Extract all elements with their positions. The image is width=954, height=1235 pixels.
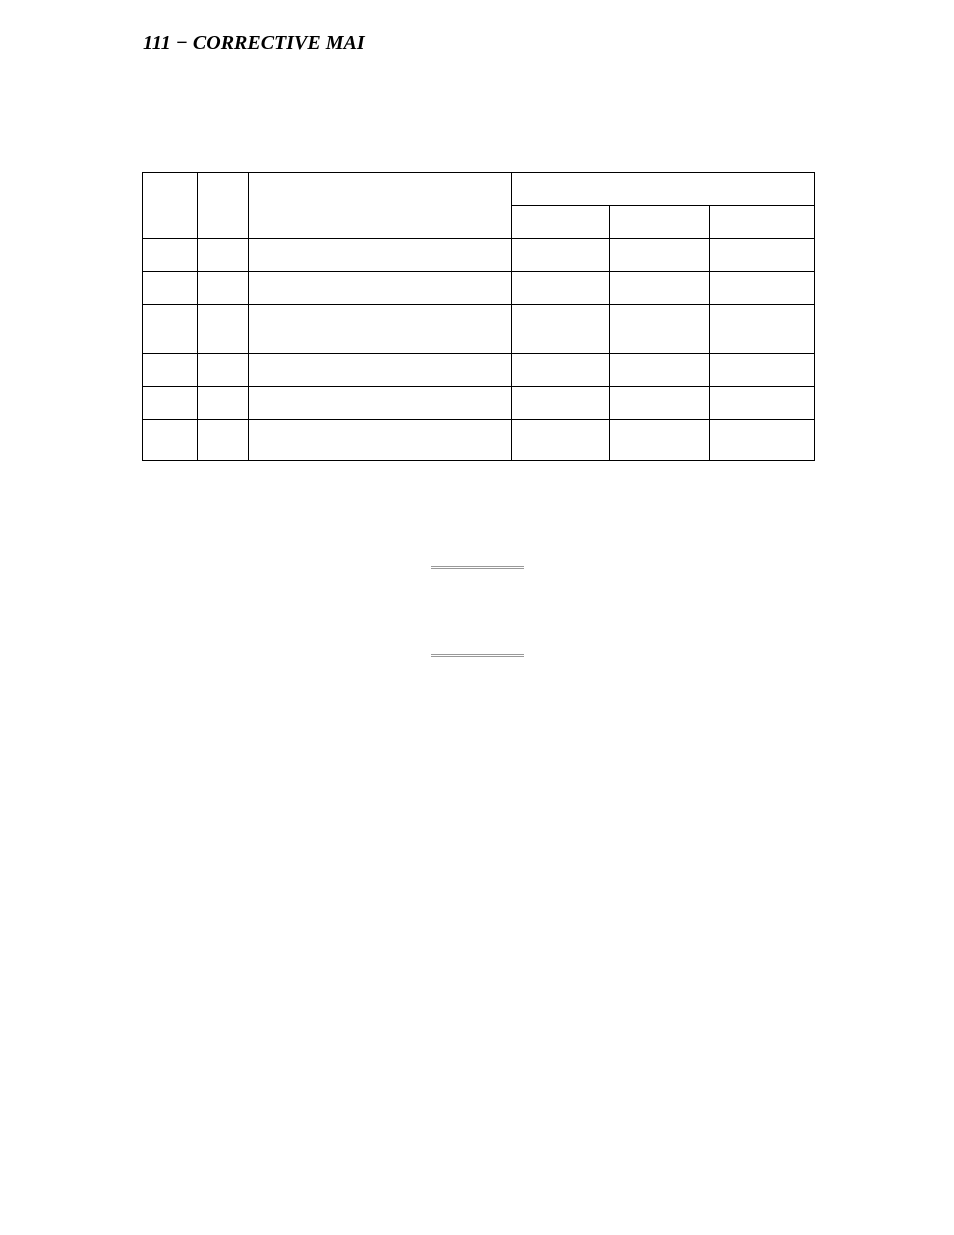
table-row — [143, 239, 815, 272]
cell — [197, 420, 248, 461]
cell — [143, 305, 198, 354]
cell — [512, 354, 610, 387]
cell — [610, 354, 710, 387]
table-row — [143, 305, 815, 354]
cell — [710, 387, 815, 420]
cell — [710, 239, 815, 272]
cell — [610, 272, 710, 305]
subheader-cell-3 — [710, 206, 815, 239]
cell — [512, 239, 610, 272]
cell — [197, 272, 248, 305]
cell — [248, 420, 512, 461]
cell — [248, 387, 512, 420]
cell — [512, 420, 610, 461]
cell — [248, 354, 512, 387]
header-cell-2 — [197, 173, 248, 239]
main-table-container — [142, 172, 815, 461]
cell — [197, 387, 248, 420]
cell — [710, 272, 815, 305]
table-row — [143, 272, 815, 305]
cell — [710, 305, 815, 354]
cell — [143, 272, 198, 305]
cell — [197, 305, 248, 354]
header-title: 111 − CORRECTIVE MAI — [143, 32, 365, 54]
cell — [610, 239, 710, 272]
subheader-cell-1 — [512, 206, 610, 239]
cell — [710, 354, 815, 387]
cell — [143, 354, 198, 387]
page-header: 111 − CORRECTIVE MAI — [143, 32, 365, 55]
subheader-cell-2 — [610, 206, 710, 239]
cell — [197, 239, 248, 272]
cell — [610, 387, 710, 420]
table-row — [143, 420, 815, 461]
cell — [512, 272, 610, 305]
header-cell-1 — [143, 173, 198, 239]
cell — [610, 420, 710, 461]
cell — [710, 420, 815, 461]
cell — [197, 354, 248, 387]
cell — [610, 305, 710, 354]
cell — [248, 305, 512, 354]
section-divider — [431, 654, 524, 657]
header-row-1 — [143, 173, 815, 206]
cell — [512, 305, 610, 354]
cell — [248, 239, 512, 272]
table-row — [143, 387, 815, 420]
cell — [143, 239, 198, 272]
header-cell-group — [512, 173, 815, 206]
maintenance-table — [142, 172, 815, 461]
header-cell-3 — [248, 173, 512, 239]
cell — [143, 387, 198, 420]
cell — [248, 272, 512, 305]
table-row — [143, 354, 815, 387]
cell — [512, 387, 610, 420]
cell — [143, 420, 198, 461]
section-divider — [431, 566, 524, 569]
